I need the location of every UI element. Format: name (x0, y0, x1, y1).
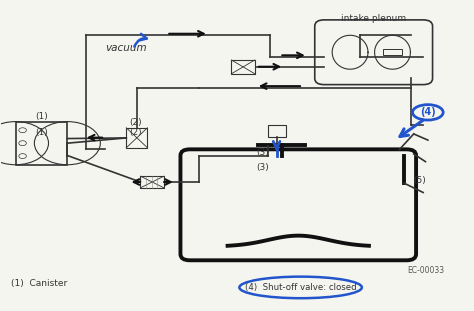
FancyArrowPatch shape (134, 34, 147, 47)
Text: (4): (4) (420, 107, 436, 117)
Text: EC-00033: EC-00033 (407, 266, 444, 275)
Text: (2): (2) (129, 128, 142, 137)
Text: (1)  Canister: (1) Canister (11, 279, 67, 288)
Text: (1): (1) (35, 128, 48, 137)
Text: (3): (3) (256, 148, 269, 157)
Text: (4)  Shut-off valve: closed: (4) Shut-off valve: closed (245, 283, 356, 292)
Text: (1): (1) (35, 112, 48, 121)
Text: vacuum: vacuum (105, 43, 146, 53)
Text: (5): (5) (414, 176, 427, 185)
Text: (2): (2) (129, 118, 142, 127)
Text: (3): (3) (256, 163, 269, 172)
Text: intake plenum: intake plenum (341, 14, 406, 23)
